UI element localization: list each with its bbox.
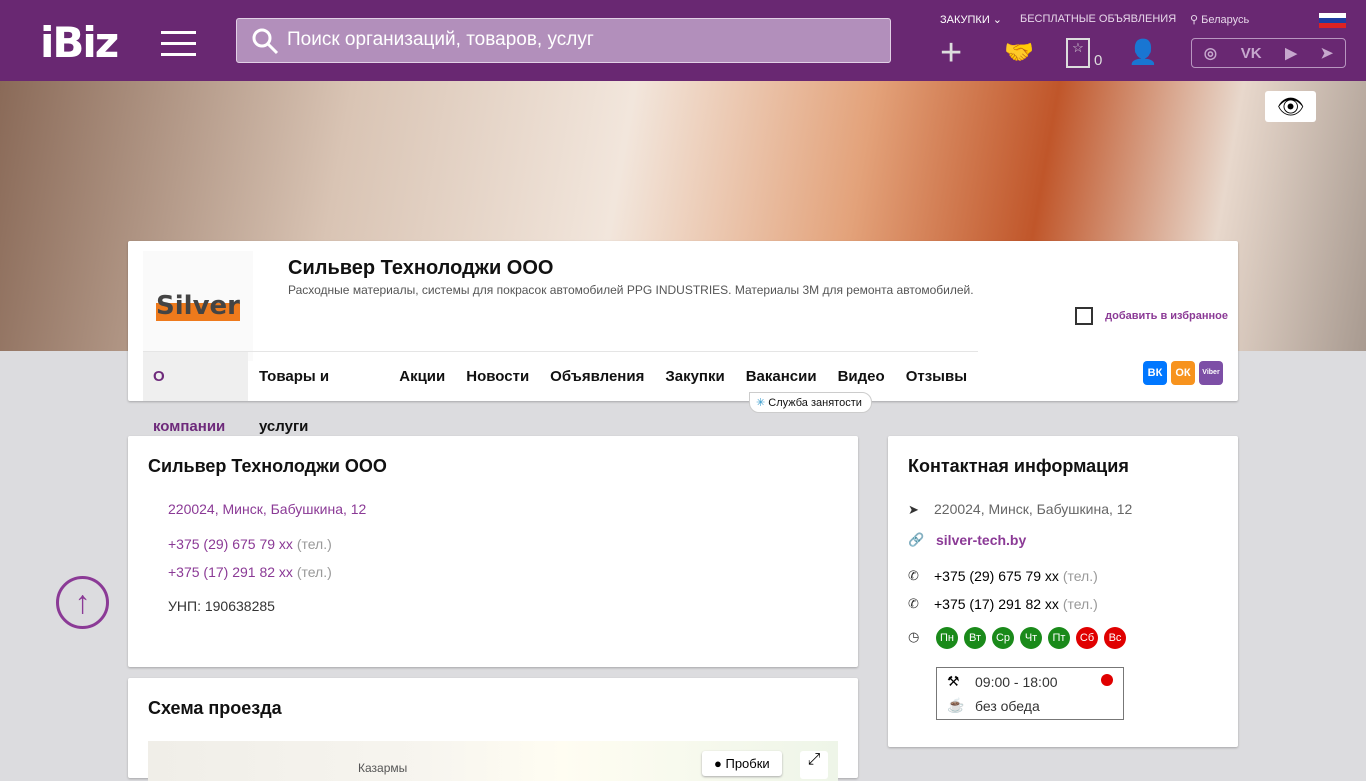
contact-address: 220024, Минск, Бабушкина, 12 [934,501,1133,517]
add-favorite[interactable]: добавить в избранное [1075,307,1228,325]
vk-share-button[interactable]: ВК [1143,361,1167,385]
search-input[interactable]: Поиск организаций, товаров, услуг [236,18,891,63]
employment-service-badge[interactable]: ✳ Служба занятости [749,392,872,413]
scroll-up-button[interactable]: ↑ [56,576,109,629]
day-2[interactable]: Ср [992,627,1014,649]
social-links: ◎ VK ▶ ➤ [1191,38,1346,68]
handshake-icon[interactable]: 🤝 [1004,39,1034,66]
add-icon[interactable]: + [940,32,963,74]
header: iBiz Поиск организаций, товаров, услуг З… [0,0,1366,81]
fullscreen-icon[interactable]: ⤢ [800,751,828,779]
contact-phone[interactable]: +375 (17) 291 82 xx [934,596,1059,612]
about-card: Сильвер Технолоджи ООО 220024, Минск, Ба… [128,436,858,667]
day-6[interactable]: Вс [1104,627,1126,649]
day-1[interactable]: Вт [964,627,986,649]
contacts-card: Контактная информация ➤ 220024, Минск, Б… [888,436,1238,747]
work-days: Пн Вт Ср Чт Пт Сб Вс [936,627,1132,649]
map[interactable]: Казармы ● Пробки ⤢ [148,741,838,781]
contacts-title: Контактная информация [908,456,1129,476]
phone-icon: ✆ [908,596,919,611]
company-logo: Silver [143,251,253,361]
unp: УНП: 190638285 [168,598,275,614]
sparkle-icon: ✳ [756,397,766,409]
company-description: Расходные материалы, системы для покрасо… [288,283,974,297]
traffic-button[interactable]: ● Пробки [702,751,782,776]
logo[interactable]: iBiz [40,18,119,67]
favorite-checkbox[interactable] [1075,307,1094,325]
ok-share-button[interactable]: ОК [1171,361,1195,385]
favorites-count: 0 [1094,52,1103,69]
company-title: Сильвер Технолоджи ООО [288,257,554,279]
menu-button[interactable] [161,31,196,64]
tab-ads[interactable]: Объявления [550,368,645,385]
map-title: Схема проезда [148,698,282,718]
day-5[interactable]: Сб [1076,627,1098,649]
coffee-icon: ☕ [947,697,965,713]
vk-icon[interactable]: VK [1240,44,1262,62]
tab-video[interactable]: Видео [837,368,885,385]
link-icon: 🔗 [908,532,925,547]
clock-icon: ◷ [908,629,920,644]
search-icon [252,28,279,55]
free-ads-link[interactable]: БЕСПЛАТНЫЕ ОБЪЯВЛЕНИЯ [1020,13,1177,25]
tab-purchases[interactable]: Закупки [665,368,725,385]
add-user-icon[interactable]: 👤 [1128,39,1158,66]
viber-share-button[interactable]: Viber [1199,361,1223,385]
tab-about[interactable]: О компании [143,352,248,435]
day-3[interactable]: Чт [1020,627,1042,649]
telegram-icon[interactable]: ➤ [1320,45,1334,62]
tools-icon: ⚒ [947,673,960,689]
company-tabs: О компании Товары и услуги Акции Новости… [143,351,978,435]
tab-products[interactable]: Товары и услуги [258,368,330,435]
day-0[interactable]: Пн [936,627,958,649]
day-4[interactable]: Пт [1048,627,1070,649]
status-dot [1101,674,1113,686]
phone-icon: ✆ [908,568,919,583]
contact-phone[interactable]: +375 (29) 675 79 xx [934,568,1059,584]
company-header-card: Silver Сильвер Технолоджи ООО Расходные … [128,241,1238,435]
location-pin-icon: ⚲ [1190,14,1199,26]
purchases-link[interactable]: ЗАКУПКИ ⌄ [940,14,1003,26]
region-selector[interactable]: ⚲ Беларусь [1190,14,1250,26]
website-link[interactable]: silver-tech.by [936,532,1027,548]
phone-link[interactable]: +375 (17) 291 82 xx [168,564,293,580]
eye-icon[interactable]: 👁 [1265,91,1316,122]
instagram-icon[interactable]: ◎ [1203,45,1217,62]
navigation-arrow-icon: ➤ [908,502,919,517]
share-buttons: ВК ОК Viber [1143,361,1223,385]
address-link[interactable]: 220024, Минск, Бабушкина, 12 [168,501,367,517]
youtube-icon[interactable]: ▶ [1285,45,1297,62]
tab-reviews[interactable]: Отзывы [905,368,967,385]
tab-vacancies[interactable]: Вакансии [745,368,817,385]
about-title: Сильвер Технолоджи ООО [148,456,387,476]
russian-flag-icon[interactable] [1319,13,1346,28]
tab-promotions[interactable]: Акции [399,368,446,385]
tab-news[interactable]: Новости [466,368,530,385]
favorites-star-icon[interactable]: ☆ [1066,38,1090,68]
hours-popup: ⚒ 09:00 - 18:00 ☕ без обеда [936,667,1124,720]
phone-link[interactable]: +375 (29) 675 79 xx [168,536,293,552]
map-card: Схема проезда Казармы ● Пробки ⤢ [128,678,858,781]
